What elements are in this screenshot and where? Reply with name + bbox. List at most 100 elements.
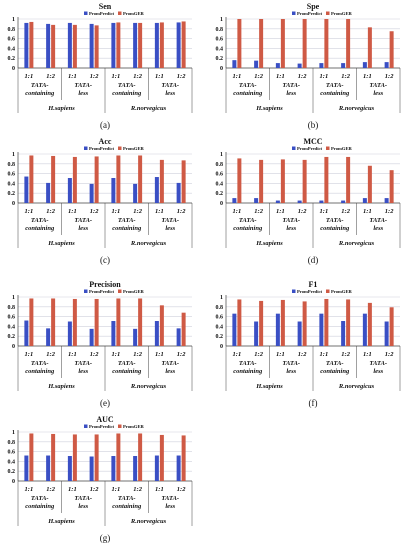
bar-prompredict (362, 62, 367, 68)
y-tick-label: 0.6 (8, 37, 16, 43)
y-tick-label: 0 (12, 66, 15, 72)
bar-prompredict (89, 23, 94, 68)
bar-promger (29, 433, 34, 481)
x-tick-label: 1:1 (320, 208, 329, 215)
x-tick-label: 1:1 (320, 351, 329, 358)
x-tick-label: 1:2 (90, 351, 99, 358)
group-label-line2: containing (25, 503, 55, 510)
bar-prompredict (319, 63, 324, 68)
y-tick-label: 0.4 (8, 459, 16, 465)
y-tick-label: 0.4 (216, 46, 224, 52)
x-tick-label: 1:1 (155, 351, 164, 358)
x-tick-label: 1:1 (155, 73, 164, 80)
group-label-line2: less (165, 368, 175, 375)
y-tick-label: 0.2 (8, 191, 16, 197)
x-tick-label: 1:1 (112, 73, 121, 80)
bar-promger (346, 19, 351, 68)
group-label-line1: TATA- (282, 82, 300, 89)
x-tick-label: 1:1 (233, 73, 242, 80)
panel-label: (b) (308, 120, 319, 130)
y-tick-label: 0 (12, 344, 15, 350)
legend: PromPredict PromGER (84, 11, 145, 16)
y-tick-label: 1 (12, 152, 15, 158)
group-label-line2: containing (233, 90, 263, 97)
x-tick-label: 1:1 (155, 486, 164, 493)
group-label-line1: TATA- (282, 217, 300, 224)
x-tick-label: 1:2 (177, 73, 186, 80)
x-tick-label: 1:1 (276, 351, 285, 358)
y-tick-label: 0.4 (8, 181, 16, 187)
x-tick-label: 1:1 (112, 351, 121, 358)
bar-promger (138, 22, 143, 69)
x-tick-label: 1:2 (133, 73, 142, 80)
bar-prompredict (176, 22, 181, 68)
y-tick-label: 1 (220, 295, 223, 301)
bar-promger (159, 305, 164, 346)
bar-prompredict (154, 321, 159, 346)
legend-swatch-prompredict (84, 11, 88, 15)
y-tick-label: 1 (12, 17, 15, 23)
group-label-line1: TATA- (118, 360, 136, 367)
x-tick-label: 1:1 (233, 208, 242, 215)
bar-promger (389, 307, 394, 346)
y-tick-label: 0.8 (8, 305, 16, 311)
group-label-line1: TATA- (118, 495, 136, 502)
x-tick-label: 1:1 (112, 208, 121, 215)
legend: PromPredict PromGER (84, 289, 145, 294)
species-label: R.norvegicus (338, 105, 375, 112)
group-label-line1: TATA- (161, 360, 179, 367)
group-label-line1: TATA- (369, 360, 387, 367)
bar-prompredict (133, 183, 138, 203)
bar-promger (51, 155, 56, 203)
bar-prompredict (89, 183, 94, 203)
x-tick-label: 1:2 (341, 351, 350, 358)
species-label: H.sapiens (47, 383, 75, 390)
group-label-line2: containing (25, 368, 55, 375)
group-label-line1: TATA- (239, 217, 257, 224)
x-tick-label: 1:2 (341, 208, 350, 215)
group-label-line1: TATA- (74, 217, 92, 224)
bar-prompredict (24, 320, 29, 346)
y-tick-label: 0.6 (216, 172, 224, 178)
x-tick-label: 1:2 (90, 208, 99, 215)
legend-swatch-prompredict (292, 289, 296, 293)
bar-promger (302, 301, 307, 346)
y-tick-label: 0.6 (216, 315, 224, 321)
bar-promger (159, 434, 164, 481)
bar-promger (51, 433, 56, 481)
bar-promger (159, 22, 164, 68)
bar-prompredict (275, 313, 280, 346)
bar-prompredict (232, 313, 237, 346)
x-tick-label: 1:1 (363, 351, 372, 358)
group-label-line1: TATA- (369, 82, 387, 89)
group-label-line2: less (78, 90, 88, 97)
group-label-line1: TATA- (31, 82, 49, 89)
bar-promger (94, 25, 99, 68)
bar-prompredict (297, 321, 302, 346)
species-label: R.norvegicus (338, 383, 375, 390)
bar-prompredict (24, 22, 29, 69)
bar-promger (51, 24, 56, 69)
panel-label: (a) (100, 120, 110, 130)
group-label-line1: TATA- (161, 217, 179, 224)
bar-prompredict (133, 456, 138, 481)
x-tick-label: 1:2 (177, 486, 186, 493)
x-tick-label: 1:2 (298, 73, 307, 80)
legend-swatch-prompredict (292, 11, 296, 15)
bar-promger (389, 31, 394, 68)
x-tick-label: 1:2 (385, 208, 394, 215)
x-tick-label: 1:1 (112, 486, 121, 493)
bar-promger (29, 298, 34, 346)
bar-promger (138, 433, 143, 481)
bar-promger (367, 27, 372, 68)
bar-promger (346, 299, 351, 346)
species-label: H.sapiens (255, 240, 283, 247)
bar-promger (94, 298, 99, 346)
group-label-line2: less (78, 503, 88, 510)
x-tick-label: 1:1 (320, 73, 329, 80)
group-label-line1: TATA- (74, 82, 92, 89)
species-label: H.sapiens (47, 240, 75, 247)
